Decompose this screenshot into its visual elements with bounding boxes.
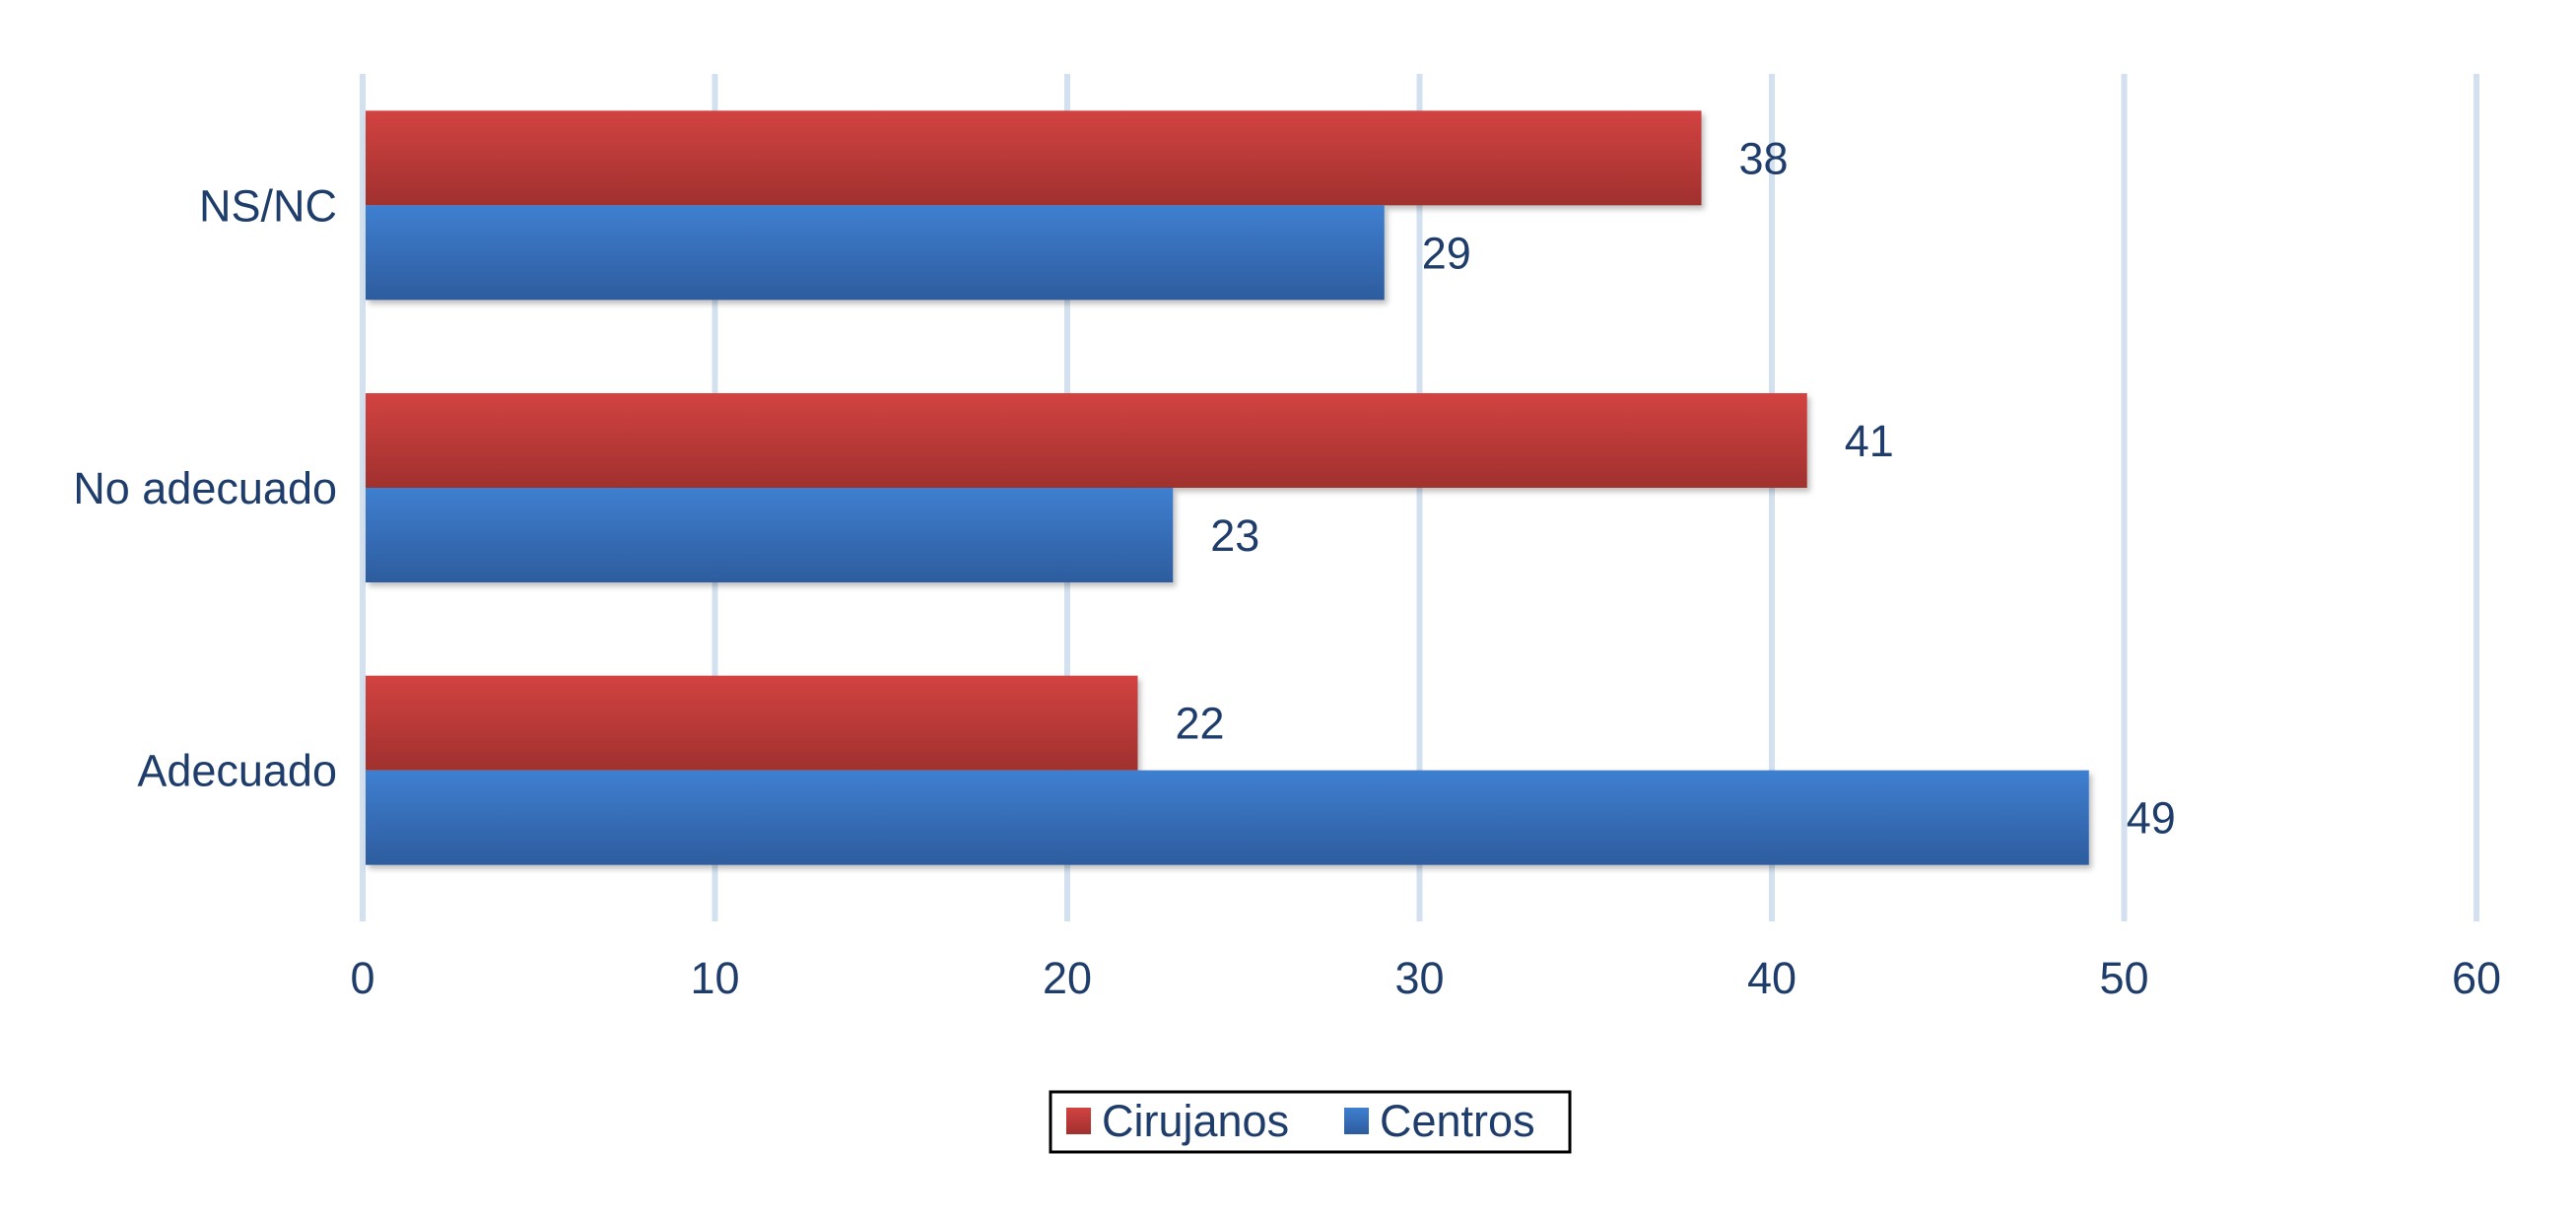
legend-box — [1049, 1090, 1572, 1154]
bar-cirujanos-ns-nc — [366, 110, 1702, 206]
legend-label-cirujanos: Cirujanos — [1102, 1096, 1289, 1146]
bar-cirujanos-adecuado — [366, 675, 1138, 771]
x-axis-ticks: 0 10 20 30 40 50 60 — [350, 953, 2501, 1003]
x-tick-label-50: 50 — [2099, 953, 2148, 1003]
data-label-cirujanos-ns-nc: 38 — [1739, 133, 1789, 183]
bar-centros-ns-nc — [366, 205, 1385, 301]
data-labels: 22 49 41 23 38 29 — [1176, 133, 2176, 843]
data-label-centros-ns-nc: 29 — [1422, 228, 1471, 278]
x-tick-label-30: 30 — [1394, 953, 1444, 1003]
data-label-cirujanos-adecuado: 22 — [1176, 699, 1225, 749]
bar-centros-no-adecuado — [366, 488, 1174, 582]
x-tick-label-10: 10 — [690, 953, 739, 1003]
legend-label-centros: Centros — [1380, 1096, 1535, 1146]
data-label-centros-no-adecuado: 23 — [1210, 510, 1259, 561]
legend-swatch-centros — [1344, 1108, 1369, 1134]
category-label-ns-nc: NS/NC — [199, 180, 337, 231]
x-tick-label-40: 40 — [1747, 953, 1796, 1003]
x-tick-label-0: 0 — [350, 953, 374, 1003]
category-label-adecuado: Adecuado — [137, 746, 337, 796]
data-label-cirujanos-no-adecuado: 41 — [1845, 416, 1894, 466]
x-tick-label-20: 20 — [1043, 953, 1092, 1003]
legend-swatch-cirujanos — [1066, 1108, 1091, 1134]
x-tick-label-60: 60 — [2452, 953, 2501, 1003]
legend: Cirujanos Centros — [1049, 1090, 1572, 1154]
bars — [366, 110, 2089, 865]
category-labels: Adecuado No adecuado NS/NC — [73, 180, 337, 795]
bar-cirujanos-no-adecuado — [366, 393, 1807, 488]
bar-centros-adecuado — [366, 770, 2089, 865]
category-label-no-adecuado: No adecuado — [73, 463, 337, 513]
data-label-centros-adecuado: 49 — [2127, 793, 2176, 844]
